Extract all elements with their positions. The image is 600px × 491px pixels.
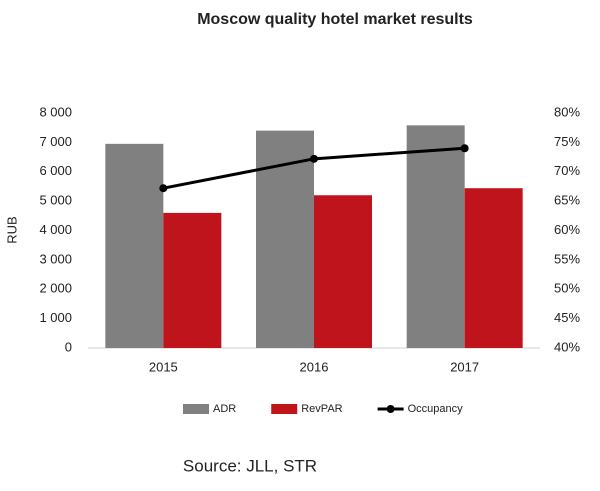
- y-tick-label: 8 000: [39, 104, 72, 119]
- x-tick-label: 2015: [149, 359, 178, 374]
- y-tick-label: 0: [65, 339, 72, 354]
- line-point: [159, 184, 168, 193]
- legend-label: ADR: [213, 403, 236, 415]
- y-tick-label: 1 000: [39, 310, 72, 325]
- bar: [406, 125, 465, 349]
- y-tick-label: 5 000: [39, 193, 72, 208]
- y-tick-label: 4 000: [39, 222, 72, 237]
- bar: [105, 143, 164, 348]
- y2-tick-label: 55%: [554, 251, 580, 266]
- y2-tick-label: 40%: [554, 339, 580, 354]
- legend-swatch: [183, 404, 209, 414]
- bar: [464, 188, 523, 348]
- y-axis-label: RUB: [4, 216, 19, 243]
- legend-swatch: [386, 405, 395, 413]
- y-tick-label: 7 000: [39, 134, 72, 149]
- y-tick-label: 2 000: [39, 281, 72, 296]
- y2-tick-label: 75%: [554, 134, 580, 149]
- y2-tick-label: 80%: [554, 104, 580, 119]
- y2-tick-label: 45%: [554, 310, 580, 325]
- line-point: [460, 144, 469, 153]
- bar: [163, 212, 222, 348]
- legend-label: RevPAR: [301, 403, 342, 415]
- line-point: [310, 154, 318, 163]
- y-tick-label: 6 000: [39, 163, 72, 178]
- chart-title: Moscow quality hotel market results: [197, 11, 473, 28]
- y2-tick-label: 65%: [554, 193, 580, 208]
- x-tick-label: 2017: [450, 359, 479, 374]
- legend-swatch: [271, 404, 298, 414]
- source-note: Source: JLL, STR: [183, 456, 317, 475]
- bar: [314, 195, 373, 348]
- x-tick-label: 2016: [300, 359, 329, 374]
- y2-tick-label: 50%: [554, 281, 580, 296]
- y-tick-label: 3 000: [39, 251, 72, 266]
- y2-tick-label: 60%: [554, 222, 580, 237]
- legend-label: Occupancy: [408, 403, 464, 415]
- y2-tick-label: 70%: [554, 163, 580, 178]
